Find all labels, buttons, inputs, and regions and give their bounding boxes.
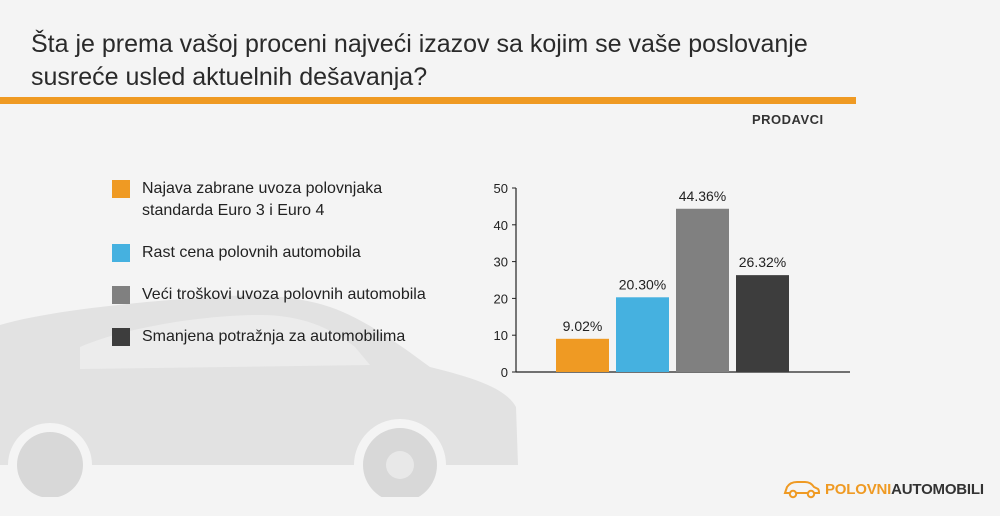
- legend-label: Smanjena potražnja za automobilima: [142, 328, 406, 345]
- bar: [616, 297, 669, 372]
- brand-name-part1: POLOVNI: [825, 480, 892, 498]
- legend-swatch-dark: [112, 328, 130, 346]
- legend-item: Smanjena potražnja za automobilima: [112, 326, 432, 348]
- segment-label: PRODAVCI: [752, 112, 824, 127]
- legend-item: Veći troškovi uvoza polovnih automobila: [112, 284, 432, 306]
- bar: [736, 275, 789, 372]
- y-tick-label: 30: [494, 255, 508, 270]
- legend-label: Veći troškovi uvoza polovnih automobila: [142, 286, 426, 303]
- y-tick-label: 0: [501, 365, 508, 380]
- page-title: Šta je prema vašoj proceni najveći izazo…: [31, 30, 808, 91]
- y-tick-label: 10: [494, 328, 508, 343]
- data-label: 9.02%: [563, 318, 603, 334]
- title-block: Šta je prema vašoj proceni najveći izazo…: [31, 28, 871, 94]
- legend-label: Najava zabrane uvoza polovnjaka standard…: [142, 180, 383, 219]
- data-label: 44.36%: [679, 188, 726, 204]
- bar: [676, 208, 729, 372]
- y-tick-label: 50: [494, 181, 508, 196]
- brand-name-part2: AUTOMOBILI: [891, 480, 984, 498]
- legend-swatch-blue: [112, 244, 130, 262]
- data-label: 20.30%: [619, 276, 666, 292]
- y-tick-label: 40: [494, 218, 508, 233]
- brand-logo: POLOVNIAUTOMOBILI: [783, 477, 984, 501]
- brand-name: POLOVNIAUTOMOBILI: [825, 481, 984, 498]
- legend-swatch-orange: [112, 180, 130, 198]
- bar: [556, 338, 609, 372]
- bar-chart: 0 10 20 30 40 50 9.02% 20.30% 44.36% 26.32%: [494, 181, 850, 380]
- legend-swatch-gray: [112, 286, 130, 304]
- y-tick-label: 20: [494, 291, 508, 306]
- legend: Najava zabrane uvoza polovnjaka standard…: [112, 178, 432, 368]
- title-underline: [0, 97, 856, 104]
- car-logo-icon: [783, 481, 821, 499]
- legend-item: Rast cena polovnih automobila: [112, 242, 432, 264]
- data-label: 26.32%: [739, 254, 786, 270]
- legend-item: Najava zabrane uvoza polovnjaka standard…: [112, 178, 432, 222]
- legend-label: Rast cena polovnih automobila: [142, 244, 361, 261]
